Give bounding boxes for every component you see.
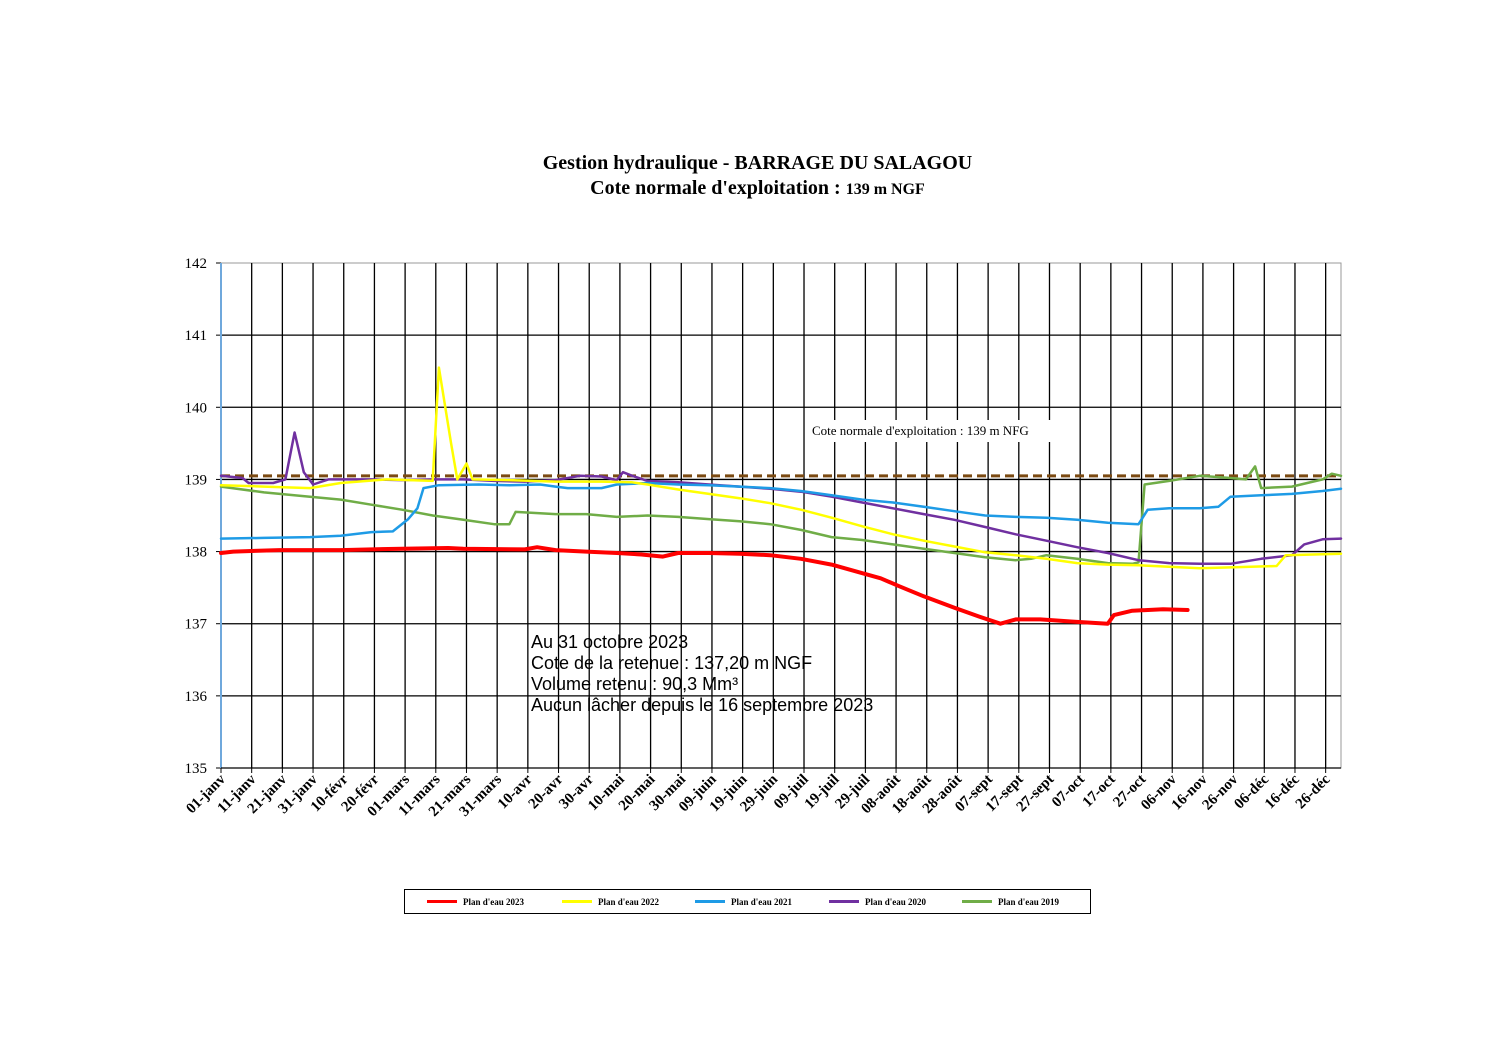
reference-line-label: Cote normale d'exploitation : 139 m NFG <box>808 420 1060 442</box>
legend-swatch <box>829 900 859 903</box>
y-tick-label: 135 <box>185 761 208 777</box>
series-line-2023 <box>219 545 1190 626</box>
subtitle-main: Cote normale d'exploitation : <box>590 177 846 199</box>
legend-swatch <box>962 900 992 903</box>
annotation-line-4: Aucun lâcher depuis le 16 septembre 2023 <box>531 695 874 715</box>
y-tick-label: 142 <box>185 256 208 272</box>
y-tick-label: 136 <box>185 689 208 705</box>
legend-label: Plan d'eau 2021 <box>731 896 793 907</box>
legend-item-2022: Plan d'eau 2022 <box>562 890 659 913</box>
legend-label: Plan d'eau 2020 <box>865 896 927 907</box>
x-tick-label: 26-nov <box>1199 771 1241 813</box>
annotation-line-2: Cote de la retenue : 137,20 m NGF <box>531 653 813 673</box>
legend-item-2019: Plan d'eau 2019 <box>962 890 1059 913</box>
legend-label: Plan d'eau 2023 <box>463 896 525 907</box>
series-line-2022 <box>219 366 1343 570</box>
annotation-line-3: Volume retenu : 90,3 Mm³ <box>531 674 739 694</box>
series-line-2019 <box>219 465 1343 566</box>
legend-label: Plan d'eau 2019 <box>998 896 1060 907</box>
legend-swatch <box>695 900 725 903</box>
legend-label: Plan d'eau 2022 <box>598 896 660 907</box>
subtitle-value: 139 m NGF <box>845 181 925 198</box>
plot-area <box>220 262 1342 769</box>
x-tick-label: 07-oct <box>1049 772 1088 811</box>
y-tick-label: 140 <box>185 400 208 416</box>
y-tick-label: 137 <box>185 617 208 633</box>
x-tick-label: 26-déc <box>1293 771 1334 812</box>
y-tick-label: 141 <box>185 328 208 344</box>
y-tick-label: 139 <box>185 472 208 488</box>
series-line-2021 <box>219 481 1343 540</box>
legend-swatch <box>562 900 592 903</box>
legend-item-2020: Plan d'eau 2020 <box>829 890 926 913</box>
annotation-line-1: Au 31 octobre 2023 <box>531 632 689 652</box>
legend-item-2023: Plan d'eau 2023 <box>427 890 524 913</box>
series-line-2020 <box>219 431 1343 566</box>
legend-swatch <box>427 900 457 903</box>
legend-item-2021: Plan d'eau 2021 <box>695 890 792 913</box>
chart-title: Gestion hydraulique - BARRAGE DU SALAGOU <box>542 152 973 174</box>
x-tick-label: 17-oct <box>1080 772 1119 811</box>
y-tick-label: 138 <box>185 545 208 561</box>
chart-subtitle: Cote normale d'exploitation : 139 m NGF <box>0 177 1497 200</box>
chart-legend: Plan d'eau 2023 Plan d'eau 2022 Plan d'e… <box>404 889 1091 914</box>
